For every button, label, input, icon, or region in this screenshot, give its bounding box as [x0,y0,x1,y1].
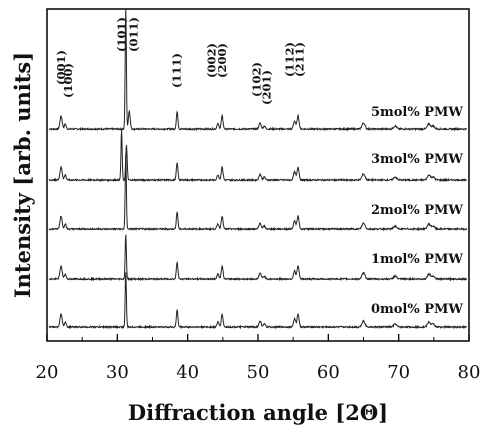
x-tick-label: 60 [317,362,340,383]
x-tick-label: 30 [106,362,129,383]
x-tick-label: 20 [36,362,59,383]
series-label: 2mol% PMW [371,203,463,218]
x-tick-label: 70 [387,362,410,383]
series-label: 5mol% PMW [371,105,463,120]
x-axis-ticks [46,334,470,341]
x-tick-label: 40 [176,362,199,383]
peak-label: (100) [61,63,75,98]
series-label: 1mol% PMW [371,252,463,267]
peak-label: (011) [127,17,141,52]
peak-label: (211) [293,42,307,77]
x-tick-label: 80 [458,362,481,383]
peak-label: (001) [54,50,68,85]
peak-label: (002) [205,43,219,78]
series-label: 3mol% PMW [371,152,463,167]
series-curve [48,153,468,232]
peak-label: (112) [283,42,297,77]
x-tick-label: 50 [247,362,270,383]
series-curve [48,129,468,183]
peak-label: (201) [259,70,273,105]
series-curve [48,9,468,132]
series-label: 0mol% PMW [371,302,463,317]
x-axis-label: Diffraction angle [2Θ] [128,400,388,425]
peak-label: (200) [215,43,229,78]
peak-label: (101) [115,17,129,52]
x-axis-tick-labels: 20 30 40 50 60 70 80 [36,362,481,383]
plot-frame [46,8,470,342]
series-labels: 5mol% PMW 3mol% PMW 2mol% PMW 1mol% PMW 0mol… [371,105,463,317]
peak-labels: (001)(100) (101)(011) (111) (002)(200) (102)… [54,17,306,105]
series-curves [48,9,468,330]
peak-label: (111) [169,53,183,88]
y-axis-label: Intensity [arb. units] [10,52,35,298]
series-curve [48,272,468,330]
series-curve [48,234,468,282]
peak-label: (102) [250,62,264,97]
